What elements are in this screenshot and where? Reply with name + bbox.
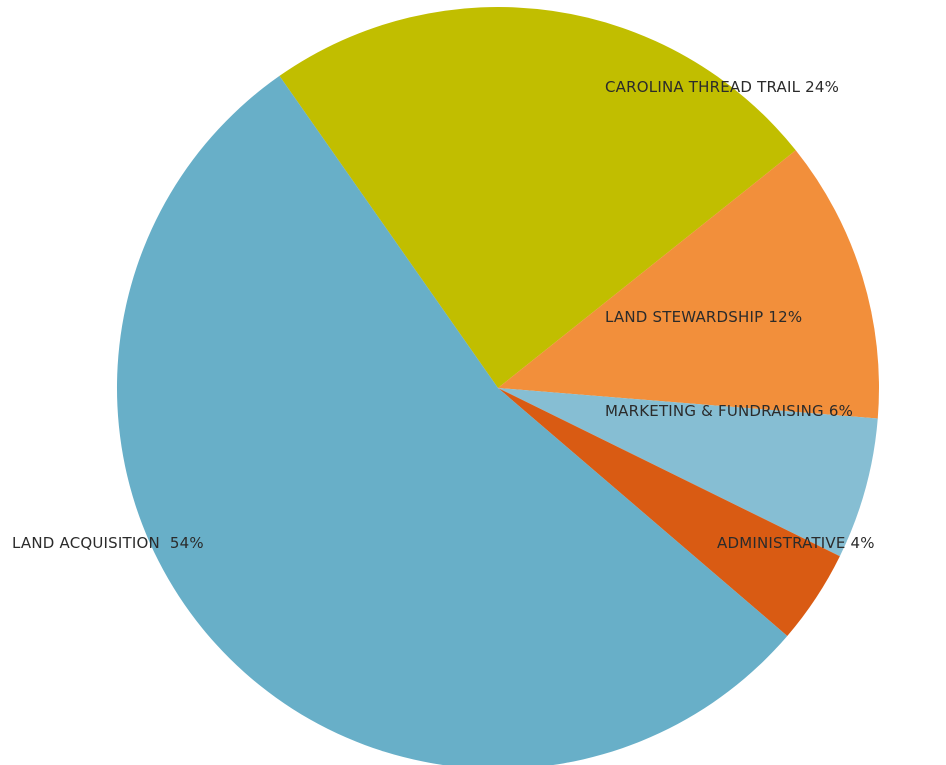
slice-marketing-fundraising	[498, 388, 878, 557]
slice-land-stewardship	[498, 150, 879, 419]
pie-slices	[117, 6, 879, 765]
label-carolina-thread-trail: CAROLINA THREAD TRAIL 24%	[605, 78, 839, 96]
label-land-stewardship: LAND STEWARDSHIP 12%	[605, 308, 802, 326]
slice-carolina-thread-trail	[279, 6, 796, 389]
label-land-acquisition: LAND ACQUISITION 54%	[12, 534, 204, 552]
label-marketing-fundraising: MARKETING & FUNDRAISING 6%	[605, 402, 853, 420]
slice-administrative	[498, 388, 840, 636]
pie-labels: CAROLINA THREAD TRAIL 24% LAND STEWARDSH…	[12, 78, 875, 552]
slice-land-acquisition	[117, 75, 788, 765]
label-administrative: ADMINISTRATIVE 4%	[717, 534, 875, 552]
